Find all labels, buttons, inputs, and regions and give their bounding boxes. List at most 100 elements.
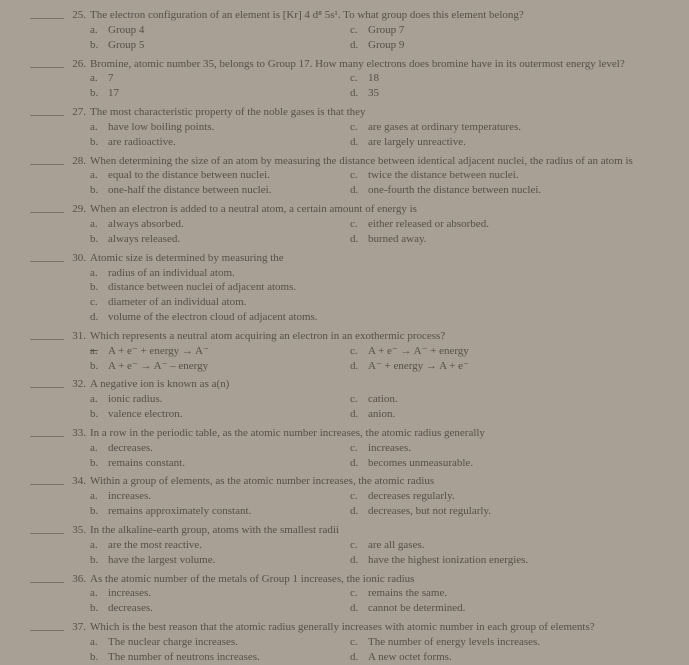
answer-blank[interactable] [30, 630, 64, 631]
option-text: A + e⁻ + energy → A⁻ [108, 344, 209, 359]
option-letter: d. [350, 456, 368, 471]
option-text: A + e⁻ → A⁻ – energy [108, 359, 208, 374]
answer-blank[interactable] [30, 533, 64, 534]
option-text: anion. [368, 407, 395, 422]
option: b.decreases. [90, 601, 350, 616]
option-text: remains approximately constant. [108, 504, 251, 519]
option-text: cannot be determined. [368, 601, 465, 616]
answer-blank[interactable] [30, 484, 64, 485]
option: a.are the most reactive. [90, 538, 350, 553]
option-letter: d. [350, 359, 368, 374]
option-letter: b. [90, 650, 108, 665]
question-stem: Bromine, atomic number 35, belongs to Gr… [90, 57, 669, 72]
answer-blank[interactable] [30, 436, 64, 437]
option-text: have the highest ionization energies. [368, 553, 528, 568]
answer-blank[interactable] [30, 261, 64, 262]
option-letter: b. [90, 601, 108, 616]
option-text: A⁻ + energy → A + e⁻ [368, 359, 469, 374]
option: d.anion. [350, 407, 669, 422]
option-letter: d. [350, 601, 368, 616]
option: a.ionic radius. [90, 392, 350, 407]
answer-blank[interactable] [30, 67, 64, 68]
option: b.distance between nuclei of adjacent at… [90, 280, 669, 295]
answer-blank[interactable] [30, 582, 64, 583]
option-letter: d. [350, 504, 368, 519]
option-letter: d. [350, 553, 368, 568]
option-text: have low boiling points. [108, 120, 214, 135]
option-text: are gases at ordinary temperatures. [368, 120, 521, 135]
question-stem: Which is the best reason that the atomic… [90, 620, 669, 635]
option: c.A + e⁻ → A⁻ + energy [350, 344, 669, 359]
option: a.increases. [90, 489, 350, 504]
option-text: cation. [368, 392, 398, 407]
option: a.increases. [90, 586, 350, 601]
option-text: Group 5 [108, 38, 144, 53]
option-letter: c. [350, 23, 368, 38]
option-text: one-fourth the distance between nuclei. [368, 183, 541, 198]
option: b.A + e⁻ → A⁻ – energy [90, 359, 350, 374]
question: 29.When an electron is added to a neutra… [30, 202, 669, 247]
answer-blank[interactable] [30, 339, 64, 340]
option-text: distance between nuclei of adjacent atom… [108, 280, 296, 295]
option-letter: c. [350, 635, 368, 650]
option-text: The number of neutrons increases. [108, 650, 260, 665]
question-number: 37. [68, 620, 90, 635]
option-text: either released or absorbed. [368, 217, 489, 232]
answer-blank[interactable] [30, 387, 64, 388]
option-letter: b. [90, 38, 108, 53]
option-text: decreases. [108, 441, 153, 456]
question: 31.Which represents a neutral atom acqui… [30, 329, 669, 374]
option: b.remains approximately constant. [90, 504, 350, 519]
answer-blank[interactable] [30, 18, 64, 19]
option-text: decreases, but not regularly. [368, 504, 491, 519]
option-text: 35 [368, 86, 379, 101]
question-stem: Atomic size is determined by measuring t… [90, 251, 669, 266]
option-letter: d. [350, 650, 368, 665]
option: c.are gases at ordinary temperatures. [350, 120, 669, 135]
option-text: always released. [108, 232, 180, 247]
question-number: 31. [68, 329, 90, 344]
option: c.either released or absorbed. [350, 217, 669, 232]
option-letter: b. [90, 183, 108, 198]
option-text: increases. [108, 489, 151, 504]
option: c.are all gases. [350, 538, 669, 553]
option-text: decreases. [108, 601, 153, 616]
option-letter: b. [90, 232, 108, 247]
answer-blank[interactable] [30, 212, 64, 213]
option-text: have the largest volume. [108, 553, 215, 568]
option-text: Group 4 [108, 23, 144, 38]
option-letter: d. [90, 310, 108, 325]
answer-blank[interactable] [30, 115, 64, 116]
option: a.have low boiling points. [90, 120, 350, 135]
question: 35.In the alkaline-earth group, atoms wi… [30, 523, 669, 568]
option: c.The number of energy levels increases. [350, 635, 669, 650]
option-letter: c. [350, 217, 368, 232]
option-text: increases. [108, 586, 151, 601]
option-letter: b. [90, 280, 108, 295]
question: 37.Which is the best reason that the ato… [30, 620, 669, 665]
question: 30.Atomic size is determined by measurin… [30, 251, 669, 325]
option: c.diameter of an individual atom. [90, 295, 669, 310]
option-letter: a. [90, 538, 108, 553]
question-stem: When determining the size of an atom by … [90, 154, 669, 169]
option: b.remains constant. [90, 456, 350, 471]
question: 36.As the atomic number of the metals of… [30, 572, 669, 617]
option-text: twice the distance between nuclei. [368, 168, 519, 183]
option-letter: a. [90, 71, 108, 86]
option: b.have the largest volume. [90, 553, 350, 568]
option: d.volume of the electron cloud of adjace… [90, 310, 669, 325]
option-text: always absorbed. [108, 217, 184, 232]
option-letter: c. [350, 586, 368, 601]
answer-blank[interactable] [30, 164, 64, 165]
option-text: 17 [108, 86, 119, 101]
option-letter: d. [350, 86, 368, 101]
option-letter: c. [350, 120, 368, 135]
option-text: are the most reactive. [108, 538, 202, 553]
option: c.decreases regularly. [350, 489, 669, 504]
question: 25.The electron configuration of an elem… [30, 8, 669, 53]
option: c.remains the same. [350, 586, 669, 601]
option-text: 7 [108, 71, 114, 86]
option: d.decreases, but not regularly. [350, 504, 669, 519]
option-text: The number of energy levels increases. [368, 635, 540, 650]
option-text: are all gases. [368, 538, 425, 553]
